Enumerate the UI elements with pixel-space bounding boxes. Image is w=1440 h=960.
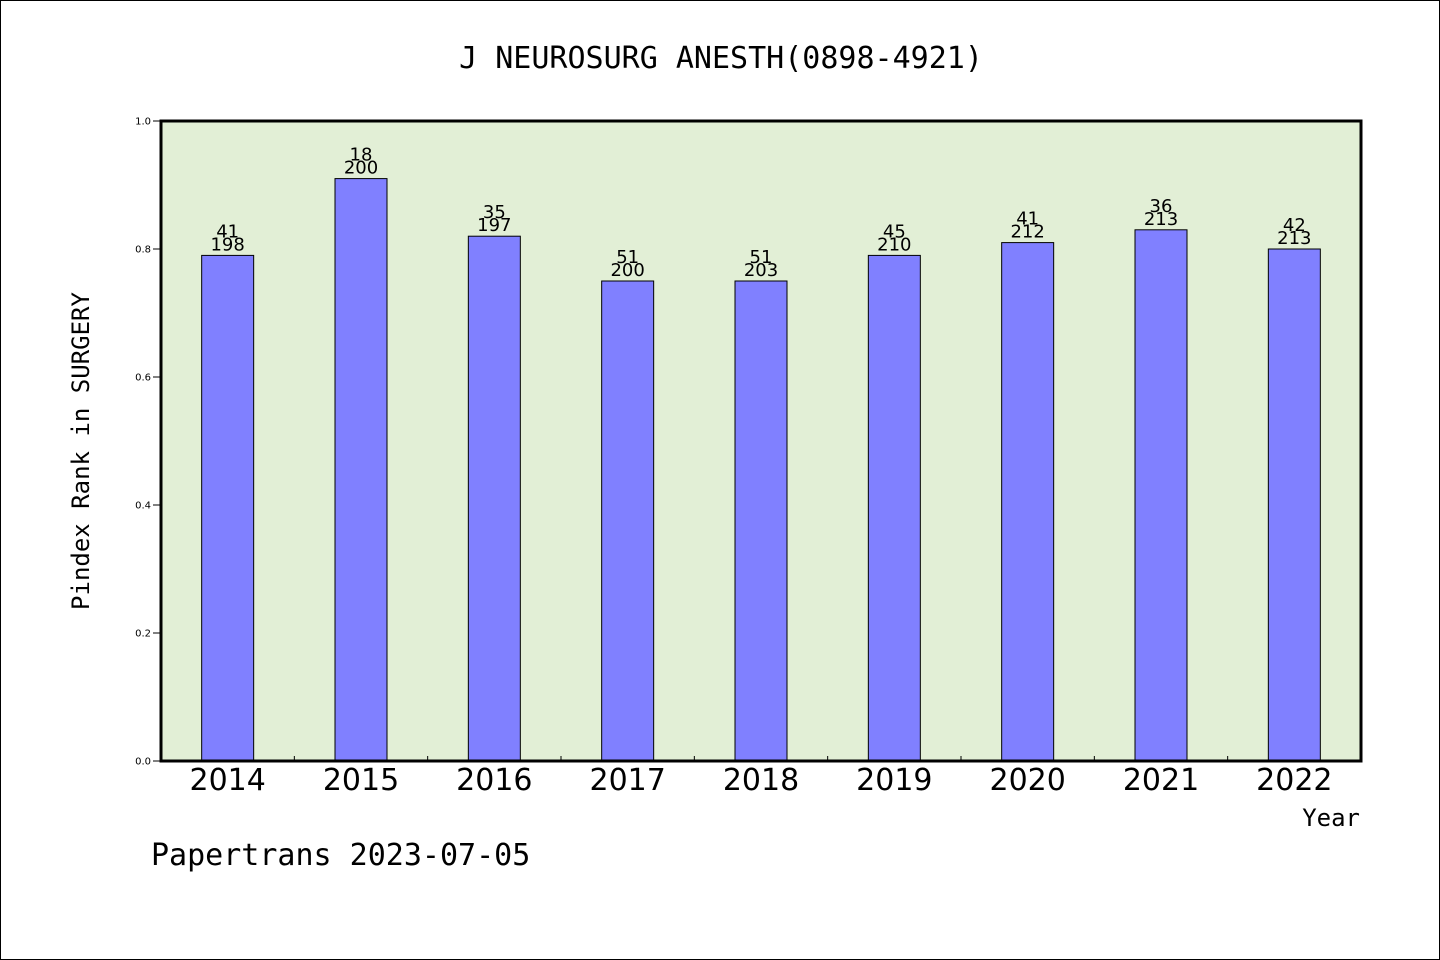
y-tick-label: 0.8 [135, 245, 151, 256]
x-tick-label: 2020 [989, 763, 1065, 798]
x-tick-label: 2016 [456, 763, 532, 798]
bar-total-label: 197 [477, 215, 511, 236]
bar-rank-label: 45 [883, 221, 906, 242]
bar-total-label: 212 [1010, 222, 1044, 243]
bar [201, 254, 255, 762]
x-tick-label: 2018 [723, 763, 799, 798]
bar [467, 235, 521, 762]
y-tick-label: 0.4 [135, 501, 151, 512]
bar-rank-label: 51 [750, 247, 773, 268]
bar [601, 280, 655, 762]
bar-rank-label: 36 [1150, 196, 1173, 217]
data-labels: 4119818200351975120051203452104121236213… [210, 145, 1311, 281]
y-axis-label: Pindex Rank in SURGERY [67, 292, 95, 610]
x-tick-label: 2017 [589, 763, 665, 798]
bar-rank-label: 35 [483, 202, 506, 223]
bar [867, 254, 921, 762]
plot-border [159, 119, 1363, 763]
y-tick-label: 0.6 [135, 373, 151, 384]
footer-text: Papertrans 2023-07-05 [151, 838, 530, 873]
bar-rank-label: 41 [216, 221, 239, 242]
x-tick-label: 2019 [856, 763, 932, 798]
x-axis-label: Year [1302, 804, 1360, 832]
bar-total-label: 203 [744, 260, 778, 281]
bar [1134, 229, 1188, 762]
bar-rank-label: 51 [616, 247, 639, 268]
x-axis: 2014 2015 2016 2017 2018 2019 2020 2021 2022 [189, 756, 1333, 798]
x-tick-label: 2014 [189, 763, 265, 798]
chart-title: J NEUROSURG ANESTH(0898-4921) [459, 41, 983, 76]
bars [201, 178, 1321, 762]
x-tick-label: 2021 [1123, 763, 1199, 798]
bar-total-label: 200 [344, 158, 378, 179]
x-tick-label: 2022 [1256, 763, 1332, 798]
y-tick-label: 1.0 [135, 117, 151, 128]
bar-rank-label: 42 [1283, 215, 1306, 236]
bar-total-label: 213 [1277, 228, 1311, 249]
bar-total-label: 213 [1144, 209, 1178, 230]
bar-total-label: 200 [610, 260, 644, 281]
bar-rank-label: 41 [1016, 209, 1039, 230]
x-tick-label: 2015 [323, 763, 399, 798]
bar [734, 280, 788, 762]
y-tick-label: 0.0 [135, 757, 151, 768]
y-axis: 0.0 0.2 0.4 0.6 0.8 1.0 [135, 117, 161, 768]
bar-total-label: 198 [210, 234, 244, 255]
bar [1001, 242, 1055, 762]
bar [1267, 248, 1321, 762]
bar-rank-label: 18 [350, 145, 373, 166]
bar-total-label: 210 [877, 234, 911, 255]
bar [334, 178, 388, 762]
y-tick-label: 0.2 [135, 629, 151, 640]
